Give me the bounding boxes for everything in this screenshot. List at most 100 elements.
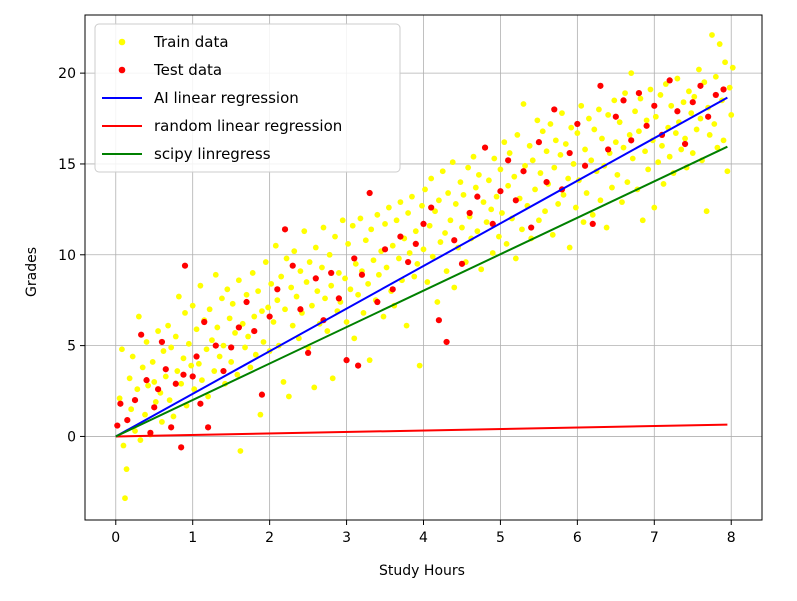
data-point bbox=[119, 346, 125, 353]
data-point bbox=[689, 99, 696, 106]
data-point bbox=[420, 220, 427, 227]
data-point bbox=[428, 204, 435, 211]
y-axis: 0 5 10 15 20 bbox=[58, 66, 85, 445]
data-point bbox=[368, 226, 375, 233]
data-point bbox=[603, 224, 610, 231]
series-line bbox=[115, 145, 728, 438]
data-point bbox=[182, 310, 188, 316]
data-point bbox=[651, 102, 658, 109]
data-point bbox=[260, 339, 267, 345]
data-point bbox=[120, 442, 127, 449]
data-point bbox=[543, 148, 550, 155]
legend-label: Train data bbox=[153, 33, 229, 51]
data-point bbox=[172, 380, 179, 387]
data-point bbox=[729, 64, 736, 71]
data-point bbox=[278, 273, 285, 280]
data-point bbox=[332, 233, 338, 240]
data-point bbox=[355, 362, 362, 369]
data-point bbox=[624, 179, 631, 186]
data-point bbox=[257, 411, 264, 418]
data-point bbox=[322, 295, 328, 302]
data-point bbox=[660, 181, 667, 187]
data-point bbox=[143, 339, 150, 345]
data-point bbox=[609, 184, 615, 191]
data-point bbox=[252, 351, 259, 358]
data-point bbox=[705, 113, 712, 120]
data-point bbox=[682, 135, 688, 142]
data-point bbox=[138, 331, 145, 338]
data-point bbox=[357, 215, 364, 222]
data-point bbox=[406, 250, 413, 256]
data-point bbox=[159, 419, 165, 425]
data-point bbox=[137, 437, 144, 443]
data-point bbox=[247, 364, 254, 371]
data-point bbox=[616, 119, 623, 126]
data-point bbox=[536, 217, 542, 224]
data-point bbox=[283, 255, 290, 262]
data-point bbox=[129, 353, 136, 360]
data-point bbox=[268, 280, 275, 287]
data-point bbox=[434, 299, 441, 305]
data-point bbox=[712, 73, 719, 80]
series-3 bbox=[115, 423, 728, 438]
data-point bbox=[383, 264, 390, 271]
data-point bbox=[478, 266, 485, 273]
data-point bbox=[362, 237, 369, 244]
data-point bbox=[439, 168, 446, 175]
data-point bbox=[251, 313, 258, 320]
legend-label: AI linear regression bbox=[154, 89, 299, 107]
data-point bbox=[666, 77, 673, 84]
data-point bbox=[720, 137, 727, 144]
data-point bbox=[193, 326, 200, 333]
data-point bbox=[560, 191, 567, 198]
data-point bbox=[652, 113, 659, 120]
legend-item: random linear regression bbox=[102, 117, 342, 135]
data-point bbox=[343, 319, 350, 325]
data-point bbox=[185, 340, 192, 347]
x-tick-label: 5 bbox=[496, 530, 505, 546]
data-point bbox=[358, 271, 366, 278]
data-point bbox=[551, 164, 558, 171]
data-point bbox=[189, 373, 196, 380]
data-point bbox=[170, 413, 177, 420]
data-point bbox=[360, 310, 367, 316]
data-point bbox=[188, 362, 195, 369]
series-line bbox=[115, 423, 728, 438]
data-point bbox=[428, 175, 435, 182]
data-point bbox=[426, 222, 433, 229]
x-axis-label: Study Hours bbox=[379, 563, 465, 579]
data-point bbox=[281, 226, 289, 233]
data-point bbox=[403, 322, 410, 329]
legend-item: Train data bbox=[118, 33, 229, 51]
data-point bbox=[320, 224, 327, 231]
data-point bbox=[165, 322, 171, 329]
data-point bbox=[597, 82, 604, 89]
data-point bbox=[175, 293, 182, 300]
data-point bbox=[220, 342, 227, 349]
data-point bbox=[501, 139, 508, 146]
data-point bbox=[506, 150, 513, 156]
data-point bbox=[472, 184, 479, 191]
data-point bbox=[145, 382, 151, 389]
data-point bbox=[116, 395, 123, 402]
data-point bbox=[397, 199, 404, 206]
data-point bbox=[251, 327, 258, 335]
data-point bbox=[562, 141, 569, 147]
data-point bbox=[409, 193, 415, 200]
y-tick-label: 10 bbox=[58, 248, 76, 264]
data-point bbox=[352, 260, 359, 267]
x-axis: 0 1 2 3 4 5 6 7 8 bbox=[111, 520, 736, 546]
data-point bbox=[470, 153, 477, 160]
data-point bbox=[155, 328, 161, 334]
data-point bbox=[580, 219, 587, 225]
data-point bbox=[499, 210, 505, 216]
data-point bbox=[435, 197, 442, 204]
data-point bbox=[205, 393, 211, 400]
data-point bbox=[195, 360, 202, 367]
data-point bbox=[547, 121, 554, 127]
data-point bbox=[489, 220, 496, 227]
data-point bbox=[672, 130, 679, 136]
data-point bbox=[568, 124, 575, 131]
data-point bbox=[262, 259, 269, 265]
